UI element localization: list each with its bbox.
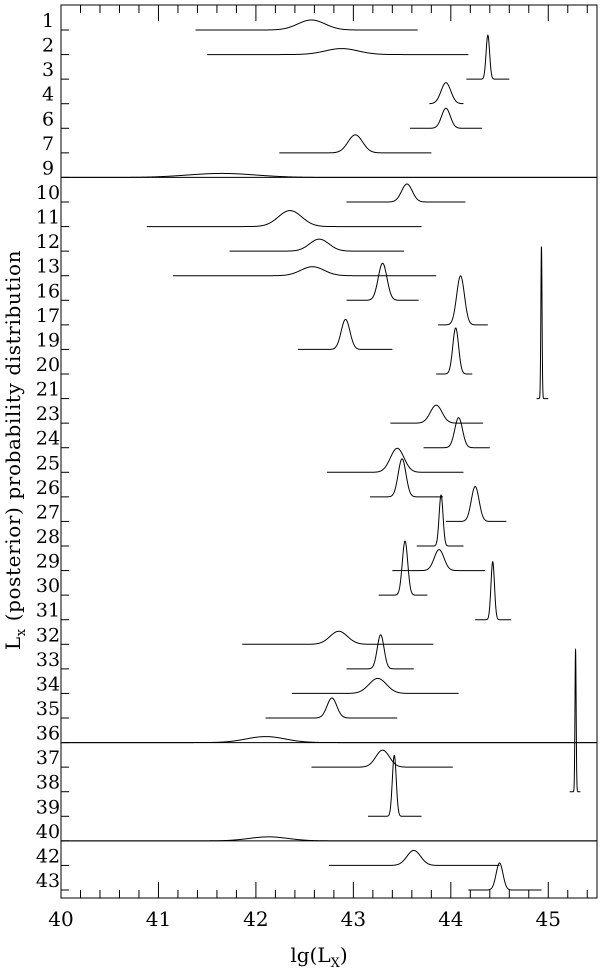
series-curve-27 [445, 485, 507, 522]
series-curve-39 [367, 754, 422, 817]
series-label-31: 31 [36, 600, 60, 622]
x-tick-label-45: 45 [536, 907, 561, 931]
series-label-layer: 1234679101112131617192021232425262728293… [36, 10, 60, 892]
series-label-21: 21 [36, 379, 60, 401]
series-curve-19 [297, 318, 393, 350]
series-curve-32 [242, 630, 434, 645]
x-tick-label-44: 44 [438, 907, 463, 931]
series-label-32: 32 [36, 624, 60, 646]
series-label-35: 35 [36, 698, 60, 720]
series-label-11: 11 [36, 207, 60, 229]
series-curve-6 [409, 107, 482, 129]
series-curve-34 [291, 677, 459, 694]
series-label-36: 36 [36, 723, 60, 745]
series-curve-7 [279, 134, 432, 154]
series-curve-33 [346, 634, 414, 670]
series-layer [61, 19, 597, 891]
x-tick-label-43: 43 [341, 907, 366, 931]
separator-layer [61, 176, 597, 842]
series-curve-16 [346, 262, 419, 301]
series-curve-4 [429, 82, 464, 105]
series-curve-10 [346, 183, 466, 203]
series-curve-21 [536, 246, 549, 400]
series-curve-3 [466, 34, 510, 80]
series-curve-26 [369, 458, 444, 498]
series-label-10: 10 [36, 182, 60, 204]
series-label-34: 34 [36, 673, 60, 695]
series-label-37: 37 [36, 747, 60, 769]
series-label-7: 7 [42, 133, 54, 155]
series-curve-42 [329, 849, 500, 866]
series-curve-43 [468, 862, 542, 891]
series-label-2: 2 [42, 35, 54, 57]
series-label-40: 40 [36, 821, 60, 843]
series-curve-38 [569, 647, 581, 793]
series-label-6: 6 [42, 108, 54, 130]
series-label-42: 42 [36, 845, 60, 867]
plot-frame [60, 4, 598, 899]
x-tick-label-42: 42 [243, 907, 268, 931]
x-tick-label-41: 41 [146, 907, 171, 931]
series-label-43: 43 [36, 870, 60, 892]
series-label-3: 3 [42, 59, 54, 81]
series-label-30: 30 [36, 575, 60, 597]
y-tick-layer [61, 29, 69, 891]
series-curve-2 [207, 48, 469, 56]
series-label-23: 23 [36, 403, 60, 425]
series-label-25: 25 [36, 452, 60, 474]
series-label-16: 16 [36, 280, 60, 302]
series-curve-11 [146, 210, 422, 228]
y-axis-label: Lx (posterior) probability distribution [1, 250, 29, 650]
series-label-4: 4 [42, 84, 54, 106]
series-curve-25 [327, 447, 464, 473]
series-curve-40 [61, 836, 597, 842]
series-label-38: 38 [36, 772, 60, 794]
x-tick-label-40: 40 [48, 907, 73, 931]
series-curve-28 [416, 494, 464, 547]
series-label-27: 27 [36, 501, 60, 523]
series-curve-1 [195, 19, 418, 31]
series-curve-24 [423, 417, 490, 449]
series-curve-20 [436, 327, 473, 375]
series-label-29: 29 [36, 551, 60, 573]
series-label-33: 33 [36, 649, 60, 671]
series-label-20: 20 [36, 354, 60, 376]
series-label-13: 13 [36, 256, 60, 278]
series-label-26: 26 [36, 477, 60, 499]
series-curve-31 [475, 561, 512, 621]
series-curve-37 [311, 749, 453, 768]
series-label-19: 19 [36, 329, 60, 351]
series-curve-30 [378, 540, 428, 596]
series-curve-17 [438, 275, 488, 326]
series-curve-36 [61, 736, 597, 744]
series-curve-35 [265, 697, 398, 719]
series-label-9: 9 [42, 157, 54, 179]
series-curve-23 [390, 404, 483, 424]
x-axis-label: lg(LX) [290, 943, 347, 971]
series-label-17: 17 [36, 305, 60, 327]
series-curve-29 [392, 549, 485, 572]
series-label-24: 24 [36, 428, 60, 450]
series-label-1: 1 [42, 10, 54, 32]
series-label-12: 12 [36, 231, 60, 253]
series-label-28: 28 [36, 526, 60, 548]
series-curve-13 [173, 266, 437, 277]
series-label-39: 39 [36, 796, 60, 818]
series-curve-9 [61, 172, 597, 178]
series-curve-12 [229, 238, 405, 252]
x-tick-layer: 40 41 42 43 44 45 [48, 5, 588, 931]
